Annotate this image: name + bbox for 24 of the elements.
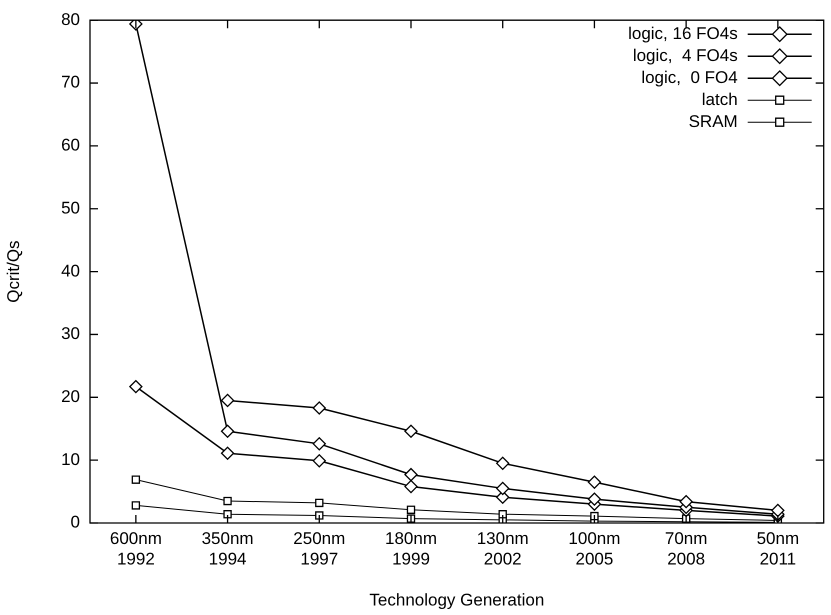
x-axis-title: Technology Generation	[369, 590, 544, 610]
legend-label: latch	[702, 90, 738, 109]
legend-label: logic, 16 FO4s	[628, 24, 738, 43]
y-tick-label: 80	[61, 10, 80, 29]
legend-label: logic, 4 FO4s	[632, 46, 738, 65]
x-tick-label: 130nm 2002	[476, 528, 529, 568]
legend-label: SRAM	[688, 112, 738, 131]
x-tick-label: 250nm 1997	[293, 528, 346, 568]
y-axis-title: Qcrit/Qs	[4, 240, 23, 303]
y-tick-label: 0	[70, 512, 80, 532]
y-tick-label: 60	[61, 136, 80, 155]
y-tick-label: 70	[61, 72, 80, 92]
y-tick-label: 50	[61, 198, 80, 218]
y-tick-label: 40	[61, 261, 80, 280]
y-tick-label: 10	[61, 450, 80, 469]
legend-label: logic, 0 FO4	[641, 68, 738, 87]
x-tick-label: 600nm 1992	[110, 528, 162, 568]
x-tick-label: 50nm 2011	[756, 528, 800, 568]
x-tick-label: 70nm 2008	[664, 528, 708, 568]
x-tick-label: 180nm 1999	[385, 528, 437, 568]
x-tick-label: 100nm 2005	[568, 528, 620, 568]
x-tick-label: 350nm 1994	[202, 528, 254, 568]
y-tick-label: 30	[61, 324, 80, 344]
y-tick-label: 20	[61, 386, 80, 406]
